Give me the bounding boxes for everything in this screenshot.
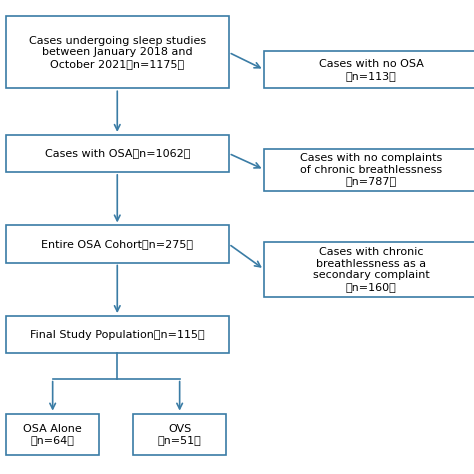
FancyBboxPatch shape: [6, 135, 228, 172]
Text: Cases with OSA（n=1062）: Cases with OSA（n=1062）: [45, 148, 190, 158]
Text: Cases undergoing sleep studies
between January 2018 and
October 2021（n=1175）: Cases undergoing sleep studies between J…: [29, 36, 206, 69]
Text: Cases with no OSA
（n=113）: Cases with no OSA （n=113）: [319, 59, 424, 81]
FancyBboxPatch shape: [6, 17, 228, 88]
FancyBboxPatch shape: [6, 413, 100, 456]
FancyBboxPatch shape: [264, 149, 474, 191]
FancyBboxPatch shape: [264, 51, 474, 88]
Text: Entire OSA Cohort（n=275）: Entire OSA Cohort（n=275）: [41, 239, 193, 249]
Text: OSA Alone
（n=64）: OSA Alone （n=64）: [23, 424, 82, 445]
FancyBboxPatch shape: [6, 226, 228, 263]
FancyBboxPatch shape: [6, 316, 228, 353]
Text: Cases with no complaints
of chronic breathlessness
（n=787）: Cases with no complaints of chronic brea…: [300, 153, 442, 186]
FancyBboxPatch shape: [133, 413, 227, 456]
Text: OVS
（n=51）: OVS （n=51）: [158, 424, 201, 445]
FancyBboxPatch shape: [264, 242, 474, 297]
Text: Final Study Population（n=115）: Final Study Population（n=115）: [30, 329, 205, 339]
Text: Cases with chronic
breathlessness as a
secondary complaint
（n=160）: Cases with chronic breathlessness as a s…: [313, 247, 429, 292]
